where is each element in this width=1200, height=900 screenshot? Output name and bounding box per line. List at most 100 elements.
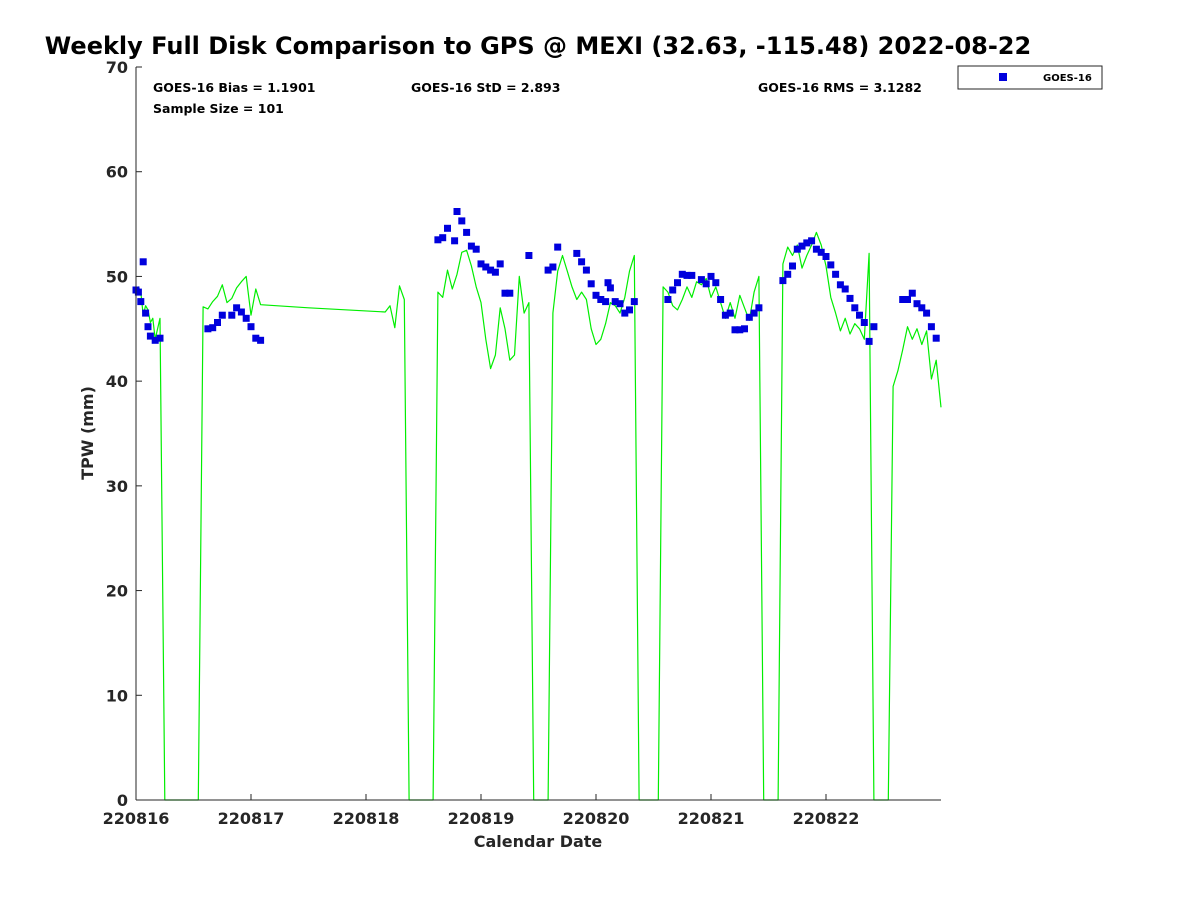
goes-point — [228, 311, 236, 319]
goes-point — [827, 261, 835, 269]
legend: GOES-16 — [957, 65, 1103, 90]
goes-point — [832, 270, 840, 278]
y-tick-label: 50 — [106, 267, 128, 286]
gps-line-layer — [135, 231, 942, 801]
goes-point — [544, 266, 552, 274]
legend-marker-goes16 — [999, 73, 1007, 81]
legend-box — [957, 65, 1103, 90]
goes-point — [434, 236, 442, 244]
rms-stat: GOES-16 RMS = 3.1282 — [758, 80, 922, 95]
goes-point — [626, 306, 633, 314]
goes-point — [137, 298, 145, 306]
x-tick-label: 220821 — [678, 809, 745, 828]
y-axis-title: TPW (mm) — [78, 386, 97, 480]
goes-point — [841, 285, 849, 293]
goes-point — [621, 309, 629, 317]
goes-point — [458, 217, 466, 225]
goes-point — [630, 298, 638, 306]
x-ticks: 220816 220817 220818 220819 220820 220821 2208… — [103, 794, 860, 828]
legend-label-goes16: GOES-16 — [1043, 73, 1092, 84]
bias-stat: GOES-16 Bias = 1.1901 — [153, 80, 315, 95]
y-tick-label: 20 — [106, 582, 128, 601]
x-tick-label: 220820 — [563, 809, 630, 828]
goes-point — [717, 296, 725, 303]
goes-point — [463, 228, 471, 236]
goes-point — [237, 308, 245, 316]
goes-point — [496, 260, 504, 268]
goes-point — [611, 298, 619, 306]
y-tick-label: 30 — [106, 477, 128, 496]
goes-point — [707, 272, 715, 280]
std-stat: GOES-16 StD = 2.893 — [411, 80, 560, 95]
x-tick-label: 220816 — [103, 809, 170, 828]
goes-point — [247, 323, 255, 331]
goes-point — [669, 286, 677, 294]
goes-point — [870, 323, 878, 331]
goes-point — [139, 258, 147, 266]
goes-point — [664, 296, 672, 303]
goes-point — [913, 300, 921, 308]
goes-point — [755, 304, 763, 312]
goes-point — [604, 279, 612, 287]
goes-point — [146, 332, 154, 340]
goes-point — [242, 314, 250, 322]
gps-line — [135, 231, 942, 801]
goes-point — [549, 263, 557, 271]
goes-point — [851, 304, 859, 312]
goes-point — [525, 252, 533, 259]
goes-point — [214, 319, 221, 326]
goes-point — [156, 334, 164, 342]
goes-point — [451, 237, 459, 245]
goes-point — [846, 294, 854, 302]
goes-point — [688, 271, 696, 279]
goes-point — [209, 324, 217, 332]
goes-point — [616, 300, 624, 308]
sample-size-stat: Sample Size = 101 — [153, 101, 284, 116]
x-tick-label: 220822 — [793, 809, 860, 828]
goes-point — [865, 337, 873, 345]
goes-point — [741, 325, 748, 333]
goes-point — [482, 263, 490, 271]
goes-point — [487, 266, 495, 274]
x-tick-label: 220819 — [448, 809, 515, 828]
goes-point — [233, 304, 241, 312]
goes-point — [477, 260, 485, 268]
plot-area — [136, 67, 941, 800]
goes-point — [142, 309, 150, 317]
goes-point — [918, 304, 926, 312]
goes-point — [712, 279, 720, 287]
goes-point — [506, 289, 514, 297]
x-axis-title: Calendar Date — [474, 832, 603, 851]
goes-marker-layer — [132, 208, 940, 345]
goes-point — [927, 323, 935, 331]
goes-point — [904, 296, 911, 303]
goes-point — [597, 296, 605, 303]
goes-point — [817, 248, 825, 256]
goes-point — [745, 313, 753, 321]
goes-point — [860, 319, 868, 326]
goes-point — [602, 298, 610, 306]
goes-point — [151, 336, 159, 344]
goes-point — [721, 311, 729, 319]
goes-point — [702, 280, 710, 288]
goes-point — [836, 281, 844, 289]
y-tick-label: 60 — [106, 163, 128, 182]
goes-point — [501, 289, 509, 297]
goes-point — [257, 336, 265, 344]
goes-point — [736, 326, 744, 334]
goes-point — [472, 245, 480, 253]
goes-point — [606, 284, 614, 292]
goes-point — [812, 245, 820, 253]
goes-point — [674, 279, 681, 287]
goes-point — [491, 268, 499, 276]
goes-point — [587, 280, 595, 288]
goes-point — [789, 262, 796, 270]
y-tick-label: 0 — [117, 791, 128, 810]
goes-point — [218, 311, 226, 319]
goes-point — [932, 334, 940, 342]
goes-point — [592, 291, 600, 299]
y-ticks: 0 10 20 30 40 50 60 70 — [106, 58, 142, 810]
goes-point — [573, 249, 581, 257]
y-tick-label: 10 — [106, 686, 128, 705]
